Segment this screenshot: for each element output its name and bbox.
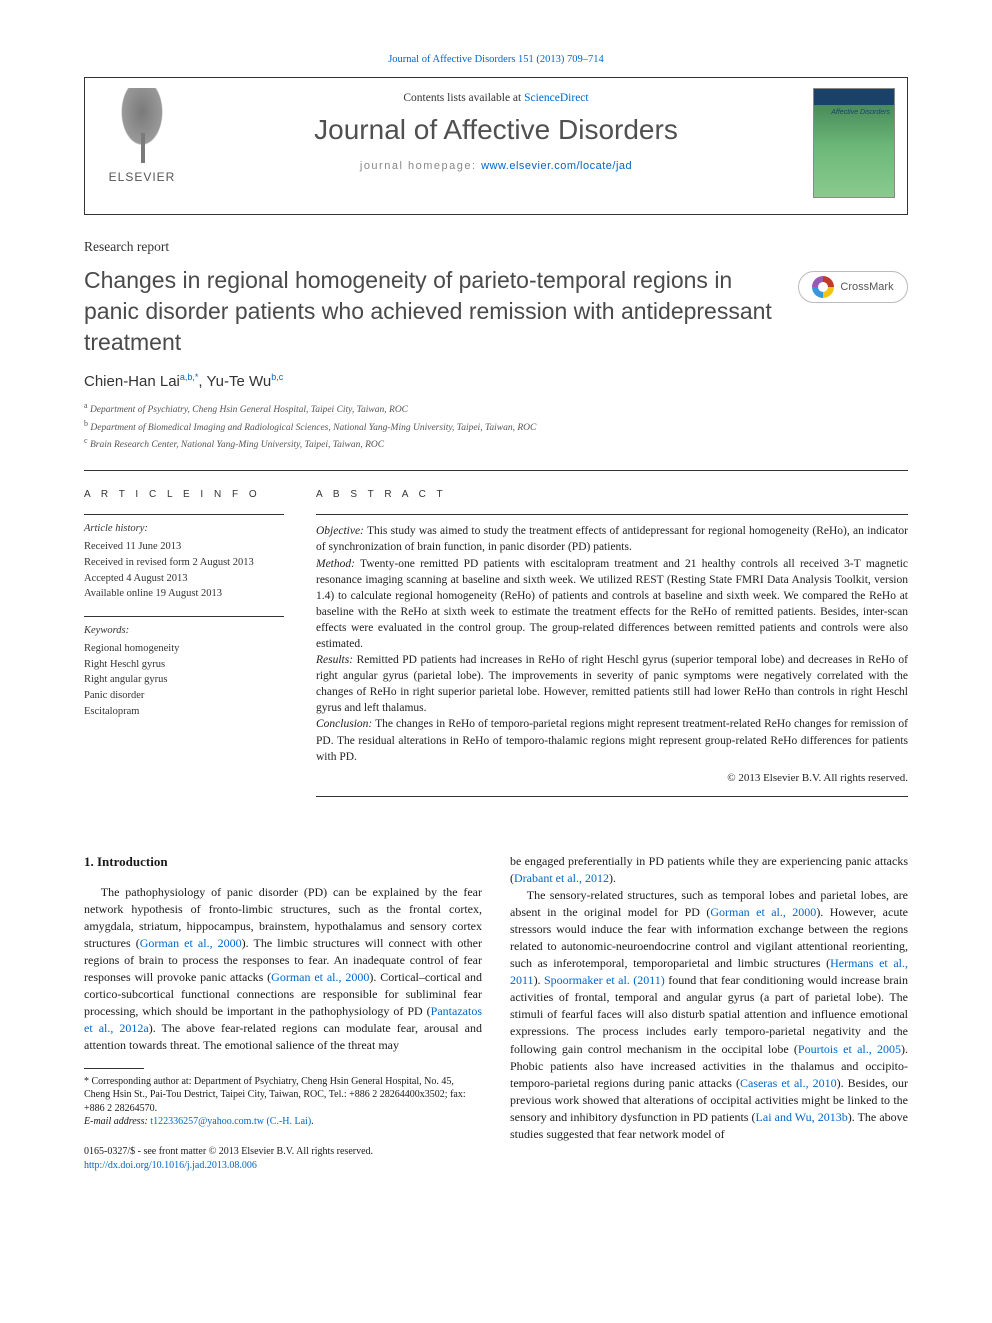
- doi-block: 0165-0327/$ - see front matter © 2013 El…: [84, 1145, 482, 1173]
- keywords: Keywords: Regional homogeneity Right Hes…: [84, 616, 284, 720]
- abstract-text: Objective: This study was aimed to study…: [316, 514, 908, 797]
- article-history: Article history: Received 11 June 2013 R…: [84, 514, 284, 602]
- intro-para-2: The sensory-related structures, such as …: [510, 887, 908, 1142]
- ref-spoormaker-2011[interactable]: Spoormaker et al. (2011): [544, 973, 665, 987]
- journal-citation: Journal of Affective Disorders 151 (2013…: [84, 54, 908, 65]
- contents-line: Contents lists available at ScienceDirec…: [101, 92, 891, 104]
- corresponding-email-link[interactable]: t122336257@yahoo.com.tw (C.-H. Lai): [150, 1116, 311, 1127]
- intro-para-1: The pathophysiology of panic disorder (P…: [84, 884, 482, 1054]
- article-body: 1. Introduction The pathophysiology of p…: [84, 853, 908, 1173]
- ref-pourtois-2005[interactable]: Pourtois et al., 2005: [798, 1042, 901, 1056]
- ref-gorman-2000b[interactable]: Gorman et al., 2000: [271, 970, 369, 984]
- crossmark-label: CrossMark: [840, 281, 893, 293]
- doi-link[interactable]: http://dx.doi.org/10.1016/j.jad.2013.08.…: [84, 1160, 257, 1171]
- article-title: Changes in regional homogeneity of parie…: [84, 265, 778, 358]
- intro-para-1-cont: be engaged preferentially in PD patients…: [510, 853, 908, 887]
- homepage-line: journal homepage: www.elsevier.com/locat…: [101, 160, 891, 172]
- affiliations: a Department of Psychiatry, Cheng Hsin G…: [84, 400, 908, 452]
- ref-gorman-2000a[interactable]: Gorman et al., 2000: [140, 936, 242, 950]
- article-info-head: A R T I C L E I N F O: [84, 489, 284, 500]
- footnote-rule: [84, 1068, 144, 1069]
- elsevier-tree-icon: [107, 88, 177, 168]
- sciencedirect-link[interactable]: ScienceDirect: [524, 92, 589, 104]
- journal-homepage-link[interactable]: www.elsevier.com/locate/jad: [481, 160, 632, 172]
- journal-name: Journal of Affective Disorders: [101, 114, 891, 146]
- ref-caseras-2010[interactable]: Caseras et al., 2010: [740, 1076, 837, 1090]
- crossmark-badge[interactable]: CrossMark: [798, 271, 908, 303]
- author-2: Yu-Te Wu: [207, 373, 272, 390]
- publisher-logo: ELSEVIER: [97, 88, 187, 184]
- authors: Chien-Han Laia,b,*, Yu-Te Wub,c: [84, 372, 908, 390]
- corresponding-author-footnote: * Corresponding author at: Department of…: [84, 1075, 482, 1129]
- journal-citation-link[interactable]: Journal of Affective Disorders 151 (2013…: [388, 54, 604, 65]
- report-type: Research report: [84, 239, 908, 255]
- journal-cover-thumb: [813, 88, 895, 198]
- author-1: Chien-Han Lai: [84, 373, 180, 390]
- ref-gorman-2000c[interactable]: Gorman et al., 2000: [710, 905, 816, 919]
- crossmark-icon: [812, 276, 834, 298]
- ref-drabant-2012[interactable]: Drabant et al., 2012: [514, 871, 609, 885]
- abstract-copyright: © 2013 Elsevier B.V. All rights reserved…: [316, 771, 908, 797]
- journal-header: ELSEVIER Contents lists available at Sci…: [84, 77, 908, 215]
- intro-heading: 1. Introduction: [84, 853, 482, 871]
- ref-lai-wu-2013b[interactable]: Lai and Wu, 2013b: [756, 1110, 848, 1124]
- publisher-name: ELSEVIER: [97, 170, 187, 184]
- abstract-head: A B S T R A C T: [316, 489, 908, 500]
